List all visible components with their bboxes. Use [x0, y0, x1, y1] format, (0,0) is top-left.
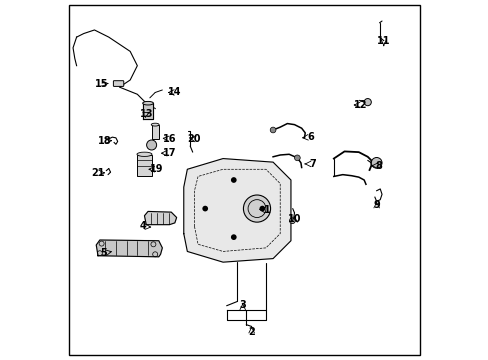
Text: 13: 13	[139, 109, 153, 119]
Text: 8: 8	[374, 161, 381, 171]
Circle shape	[370, 157, 381, 168]
Text: 21: 21	[91, 168, 104, 178]
Text: 18: 18	[98, 136, 112, 146]
Text: 15: 15	[95, 78, 108, 89]
Text: 1: 1	[264, 205, 270, 215]
Circle shape	[364, 99, 370, 106]
Text: 17: 17	[163, 148, 176, 158]
Polygon shape	[144, 211, 176, 225]
Text: 7: 7	[308, 159, 315, 169]
Text: 10: 10	[287, 214, 301, 224]
Ellipse shape	[142, 102, 153, 105]
Polygon shape	[183, 158, 290, 262]
Polygon shape	[142, 103, 153, 119]
Circle shape	[270, 127, 275, 133]
Text: 14: 14	[168, 87, 181, 98]
Text: 19: 19	[150, 164, 163, 174]
Ellipse shape	[151, 123, 159, 126]
Text: 9: 9	[372, 200, 379, 210]
Bar	[151, 125, 159, 139]
Ellipse shape	[137, 152, 152, 157]
Circle shape	[202, 206, 207, 211]
Bar	[137, 155, 151, 176]
Circle shape	[146, 140, 156, 150]
Circle shape	[259, 206, 264, 211]
Polygon shape	[96, 240, 162, 257]
Circle shape	[230, 177, 236, 183]
Circle shape	[230, 234, 236, 240]
Text: 6: 6	[306, 132, 313, 142]
Circle shape	[294, 155, 300, 161]
FancyBboxPatch shape	[113, 81, 123, 86]
Text: 12: 12	[353, 100, 366, 110]
Text: 16: 16	[163, 134, 176, 144]
Text: 20: 20	[187, 134, 201, 144]
Text: 4: 4	[139, 221, 146, 231]
Circle shape	[243, 195, 270, 222]
Text: 3: 3	[239, 300, 245, 310]
Text: 11: 11	[376, 36, 390, 46]
Text: 5: 5	[100, 248, 106, 258]
Text: 2: 2	[248, 327, 255, 337]
Circle shape	[289, 218, 295, 224]
